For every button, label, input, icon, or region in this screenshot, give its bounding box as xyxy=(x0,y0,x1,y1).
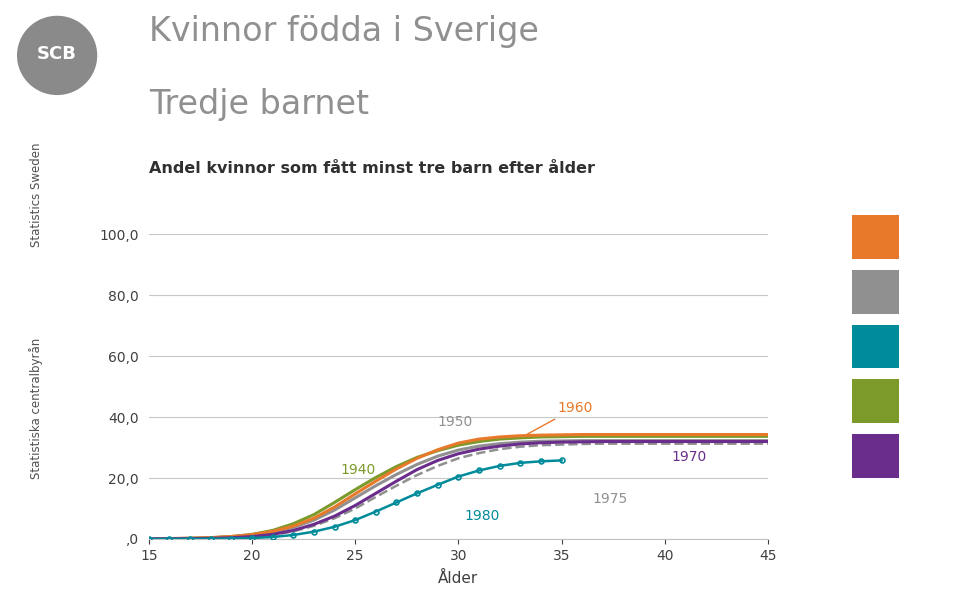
Ellipse shape xyxy=(17,16,97,95)
Text: Statistiska centralbyrån: Statistiska centralbyrån xyxy=(30,337,43,479)
Text: 1950: 1950 xyxy=(438,415,473,429)
Text: 1970: 1970 xyxy=(671,450,707,463)
Text: 1975: 1975 xyxy=(592,493,628,506)
Text: 1940: 1940 xyxy=(341,463,376,477)
Text: 1980: 1980 xyxy=(465,509,500,523)
Text: Statistics Sweden: Statistics Sweden xyxy=(30,143,43,247)
Text: Andel kvinnor som fått minst tre barn efter ålder: Andel kvinnor som fått minst tre barn ef… xyxy=(149,161,595,177)
Text: 1960: 1960 xyxy=(527,401,593,434)
Text: Tredje barnet: Tredje barnet xyxy=(149,88,369,121)
Text: Kvinnor födda i Sverige: Kvinnor födda i Sverige xyxy=(149,15,539,48)
Text: SCB: SCB xyxy=(37,44,77,63)
X-axis label: Ålder: Ålder xyxy=(439,571,478,586)
